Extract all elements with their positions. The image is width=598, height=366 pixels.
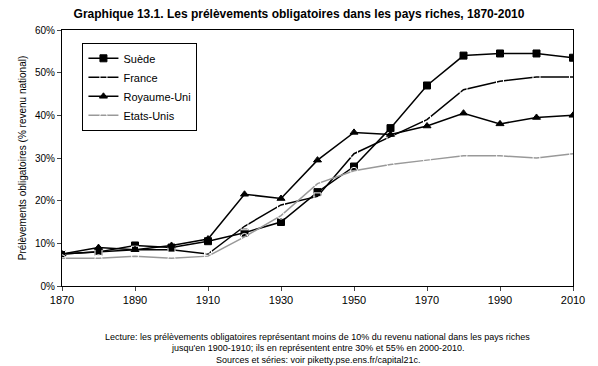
svg-text:2010: 2010 — [561, 294, 585, 306]
svg-text:Lecture: les prélèvements obli: Lecture: les prélèvements obligatoires r… — [105, 332, 530, 342]
svg-text:1930: 1930 — [269, 294, 293, 306]
svg-text:10%: 10% — [35, 238, 55, 249]
svg-text:1910: 1910 — [196, 294, 220, 306]
svg-text:Suède: Suède — [123, 53, 155, 65]
svg-text:1970: 1970 — [415, 294, 439, 306]
svg-text:France: France — [123, 72, 157, 84]
svg-text:1870: 1870 — [50, 294, 74, 306]
svg-text:0%: 0% — [41, 281, 56, 292]
svg-text:Etats-Unis: Etats-Unis — [123, 110, 174, 122]
svg-text:60%: 60% — [35, 25, 55, 36]
svg-text:20%: 20% — [35, 195, 55, 206]
svg-text:50%: 50% — [35, 67, 55, 78]
svg-text:1890: 1890 — [123, 294, 147, 306]
svg-text:1950: 1950 — [342, 294, 366, 306]
svg-text:30%: 30% — [35, 153, 55, 164]
svg-text:Royaume-Uni: Royaume-Uni — [123, 91, 190, 103]
svg-text:Graphique 13.1. Les prélèvemen: Graphique 13.1. Les prélèvements obligat… — [74, 7, 525, 21]
svg-text:Sources et séries: voir pikett: Sources et séries: voir piketty.pse.ens.… — [216, 355, 420, 365]
svg-text:1990: 1990 — [488, 294, 512, 306]
svg-text:Prélèvements obligatoires (% r: Prélèvements obligatoires (% revenu nati… — [17, 56, 28, 261]
svg-text:jusqu'en 1900-1910; ils en rep: jusqu'en 1900-1910; ils en représentent … — [171, 343, 464, 353]
svg-text:40%: 40% — [35, 110, 55, 121]
